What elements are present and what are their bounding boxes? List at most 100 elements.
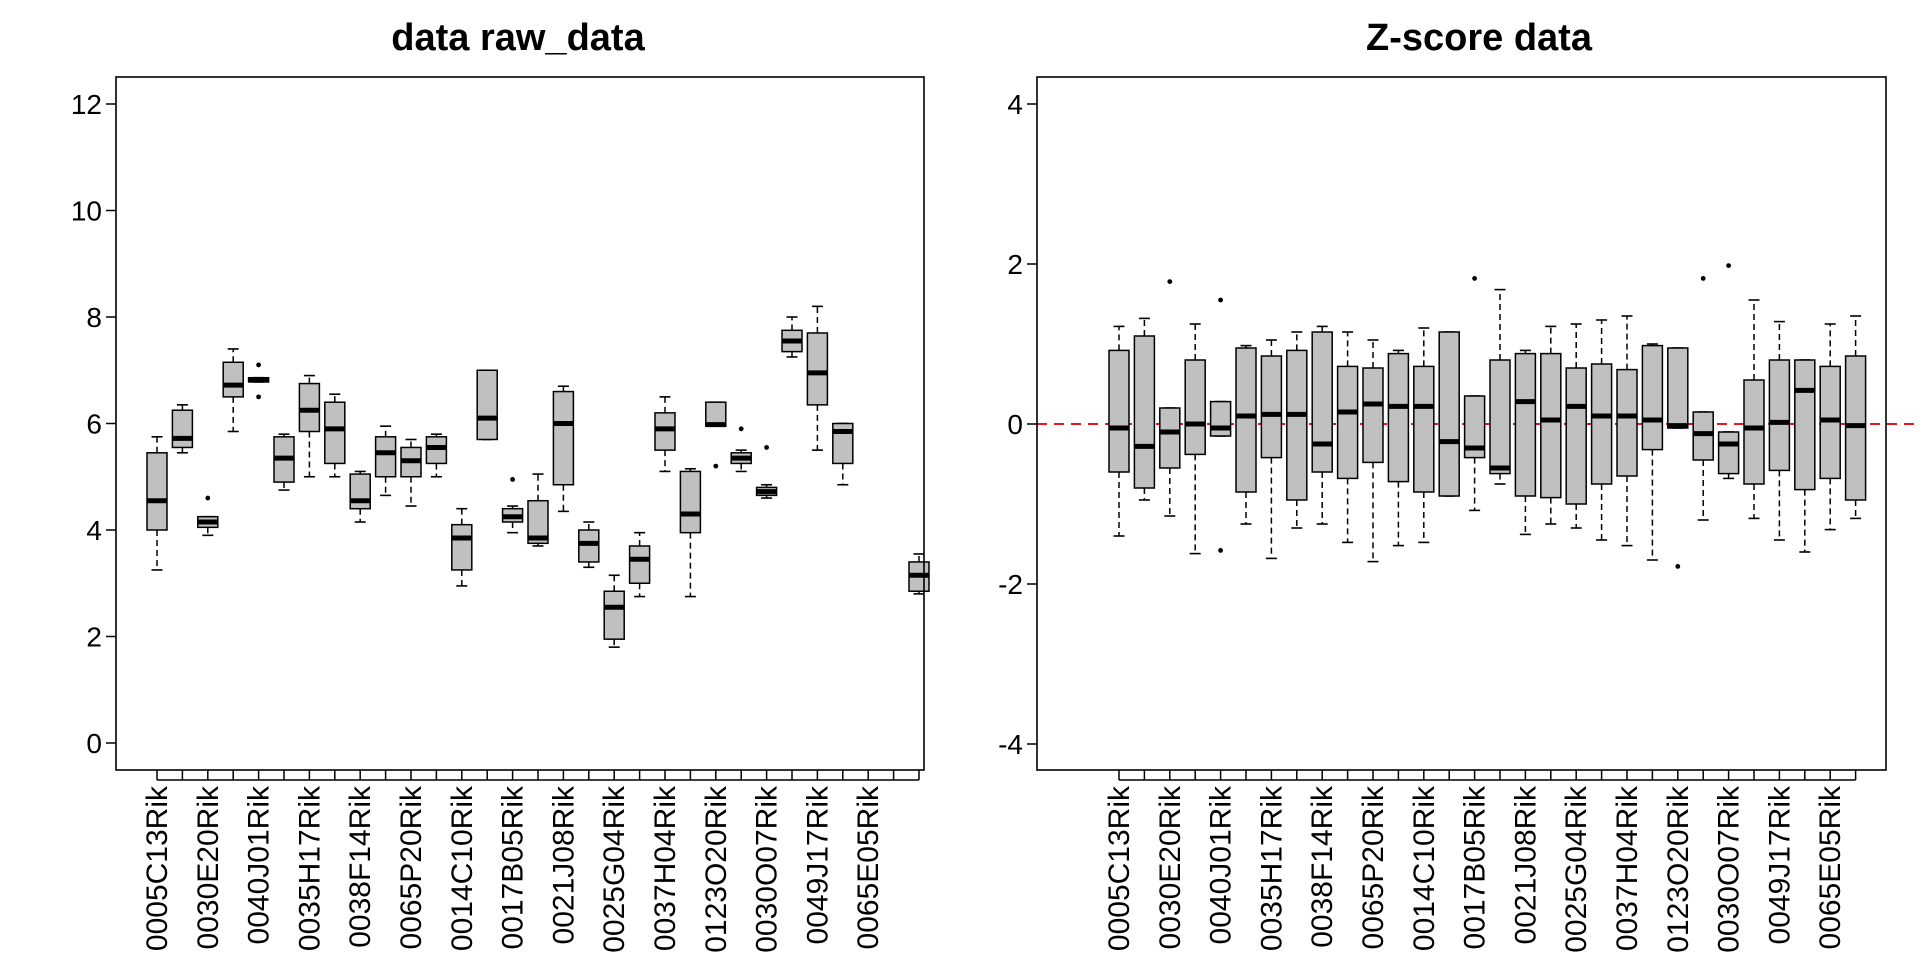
box	[908, 553, 930, 595]
box	[1336, 331, 1359, 544]
outlier-point	[1472, 276, 1477, 281]
box-iqr	[1463, 395, 1486, 459]
x-tick-label: 0035H17Rik	[1255, 785, 1288, 951]
x-tick-label: 0025G04Rik	[1560, 785, 1593, 953]
box	[1311, 325, 1333, 525]
box-iqr	[171, 409, 194, 449]
x-tick-label: 0123O20Rik	[700, 785, 733, 953]
box-iqr	[1590, 363, 1613, 485]
box	[1768, 320, 1791, 541]
box-iqr	[1743, 379, 1765, 485]
outlier-point	[713, 463, 719, 469]
x-tick-label: 0014C10Rik	[1408, 785, 1441, 951]
box-iqr	[298, 382, 321, 433]
box-iqr	[1794, 359, 1816, 491]
box-iqr	[1235, 347, 1257, 493]
box-iqr	[1489, 359, 1511, 475]
x-tick-label: 0035H17Rik	[293, 785, 326, 951]
box	[1717, 263, 1740, 480]
box-iqr	[324, 401, 346, 465]
box	[222, 348, 244, 433]
box	[1565, 323, 1587, 529]
box-iqr	[1413, 365, 1435, 493]
box	[832, 422, 854, 486]
box	[1463, 276, 1486, 512]
x-tick-label: 0037H04Rik	[1611, 785, 1644, 951]
outlier-point	[1675, 564, 1681, 569]
box	[1108, 325, 1130, 537]
box-iqr	[1387, 352, 1410, 483]
box-iqr	[1768, 359, 1791, 472]
box	[578, 521, 600, 569]
outlier-point	[1218, 548, 1223, 553]
box-iqr	[1209, 400, 1232, 437]
x-tick-label: 0065P20Rik	[1357, 785, 1390, 949]
y-tick-label: -4	[998, 729, 1023, 760]
x-tick-label: 0065E05Rik	[852, 785, 885, 949]
box	[1133, 317, 1156, 501]
box	[1260, 339, 1283, 560]
box	[298, 374, 321, 478]
x-tick-label: 0030E20Rik	[192, 785, 225, 949]
y-tick-label: 0	[1007, 409, 1023, 440]
box	[1159, 279, 1181, 517]
box	[1209, 297, 1232, 553]
box	[1743, 299, 1765, 520]
x-tick-label: 0049J17Rik	[1763, 785, 1796, 944]
x-tick-label: 0021J08Rik	[1509, 785, 1542, 944]
box	[1362, 339, 1384, 563]
box	[273, 433, 295, 491]
box	[806, 305, 829, 451]
x-tick-label: 0065P20Rik	[395, 785, 428, 949]
plot-frame	[115, 76, 925, 771]
outlier-point	[764, 445, 769, 450]
box	[451, 507, 473, 587]
box-iqr	[1159, 407, 1181, 469]
x-tick-label: 0049J17Rik	[801, 785, 834, 944]
box	[247, 362, 270, 400]
box-iqr	[527, 499, 549, 545]
outlier-point	[1700, 276, 1706, 281]
box	[374, 425, 397, 497]
y-tick-label: 10	[71, 196, 102, 227]
box	[1438, 331, 1460, 497]
raw-data-boxplot-panel: data raw_data 0 2 4 6 8 10 12 0005C13Rik 0030E20…	[71, 17, 930, 953]
box	[679, 467, 702, 598]
box	[197, 495, 219, 537]
box	[1489, 288, 1511, 485]
x-tick-label: 0040J01Rik	[1205, 785, 1238, 944]
x-tick-label: 0123O20Rik	[1662, 785, 1695, 953]
box-iqr	[1438, 331, 1460, 497]
box	[476, 369, 498, 441]
box-iqr	[222, 361, 244, 398]
box	[628, 531, 651, 598]
box	[1794, 359, 1816, 553]
box	[501, 477, 524, 534]
outlier-point	[738, 426, 744, 432]
box	[146, 436, 168, 571]
box-iqr	[603, 590, 625, 640]
box-iqr	[1184, 359, 1206, 456]
box	[730, 426, 752, 473]
box-iqr	[806, 332, 829, 406]
box	[1692, 276, 1714, 521]
box-iqr	[628, 545, 651, 584]
outlier-point	[205, 495, 211, 501]
box	[171, 404, 194, 454]
y-tick-label: 12	[71, 89, 102, 120]
outlier-point	[510, 477, 515, 482]
box-iqr	[374, 436, 397, 478]
x-tick-label: 0037H04Rik	[649, 785, 682, 951]
x-tick-label: 0040J01Rik	[243, 785, 276, 944]
box-iqr	[654, 412, 676, 451]
box	[1590, 319, 1613, 541]
box-iqr	[1667, 347, 1689, 429]
x-tick-label: 0025G04Rik	[598, 785, 631, 953]
box	[1540, 325, 1562, 525]
box-iqr	[1362, 367, 1384, 464]
box	[1819, 323, 1841, 531]
raw-data-chart-title: data raw_data	[391, 17, 645, 59]
x-tick-label: 0014C10Rik	[446, 785, 479, 951]
outlier-point	[256, 362, 261, 368]
x-tick-label: 0065E05Rik	[1814, 785, 1847, 949]
